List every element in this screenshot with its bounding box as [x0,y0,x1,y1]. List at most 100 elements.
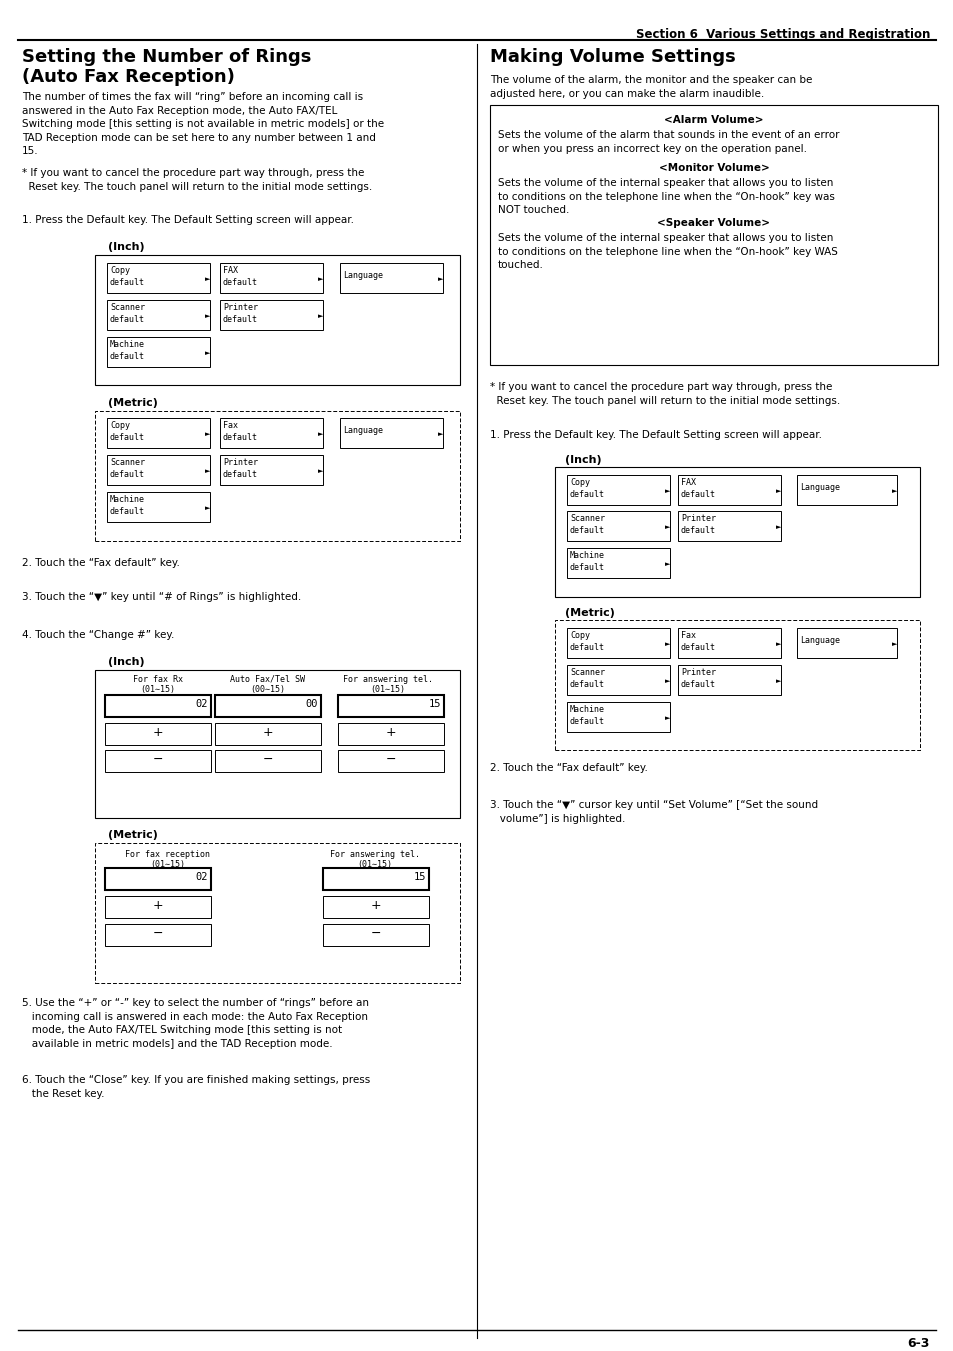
Text: 1. Press the Default key. The Default Setting screen will appear.: 1. Press the Default key. The Default Se… [22,215,354,226]
Text: −: − [262,753,273,766]
Bar [95,843,459,984]
Bar [566,628,669,658]
Bar [107,263,210,293]
Text: ►: ► [664,524,670,530]
Bar [220,300,323,330]
Text: Scanner
default: Scanner default [110,303,145,324]
Text: Copy
default: Copy default [569,631,604,651]
Text: ►: ► [664,678,670,684]
Bar [323,867,429,890]
Text: For answering tel.: For answering tel. [343,676,433,684]
Text: (Metric): (Metric) [108,399,157,408]
Text: (Inch): (Inch) [564,455,601,465]
Text: (Metric): (Metric) [564,608,615,617]
Text: Setting the Number of Rings: Setting the Number of Rings [22,49,311,66]
Text: (01∼15): (01∼15) [370,685,405,694]
Text: ►: ► [205,467,211,474]
Bar [105,867,211,890]
Text: 15: 15 [428,698,440,709]
Text: 4. Touch the “Change #” key.: 4. Touch the “Change #” key. [22,630,174,640]
Text: Machine
default: Machine default [110,340,145,361]
Text: 02: 02 [195,871,208,882]
Text: (01∼15): (01∼15) [357,861,392,869]
Text: ►: ► [205,505,211,511]
Bar [323,924,429,946]
Text: (00∼15): (00∼15) [251,685,285,694]
Text: Section 6  Various Settings and Registration: Section 6 Various Settings and Registrat… [635,28,929,41]
Text: ►: ► [317,276,323,282]
Bar [566,476,669,505]
Text: ►: ► [891,488,897,494]
Text: Sets the volume of the internal speaker that allows you to listen
to conditions : Sets the volume of the internal speaker … [497,232,837,270]
Text: ►: ► [664,640,670,647]
Bar [107,455,210,485]
Text: Sets the volume of the alarm that sounds in the event of an error
or when you pr: Sets the volume of the alarm that sounds… [497,130,839,154]
Text: Scanner
default: Scanner default [569,513,604,535]
Text: For fax Rx: For fax Rx [132,676,183,684]
Bar [339,417,442,449]
Text: Auto Fax/Tel SW: Auto Fax/Tel SW [231,676,305,684]
Bar [105,924,211,946]
Text: Fax
default: Fax default [223,422,257,442]
Text: 6-3: 6-3 [906,1337,929,1350]
Bar [107,492,210,521]
Text: Printer
default: Printer default [223,458,257,478]
Bar [337,723,443,744]
Text: Language: Language [343,272,382,280]
Bar [105,694,211,717]
Bar [220,455,323,485]
Bar [566,703,669,732]
Text: ►: ► [317,313,323,319]
Bar [105,896,211,917]
Text: Machine
default: Machine default [569,705,604,725]
Text: ►: ► [205,313,211,319]
Bar [107,417,210,449]
Text: 3. Touch the “▼” cursor key until “Set Volume” [“Set the sound
   volume”] is hi: 3. Touch the “▼” cursor key until “Set V… [490,800,818,824]
Text: +: + [385,725,395,739]
Bar [796,476,896,505]
Text: The number of times the fax will “ring” before an incoming call is
answered in t: The number of times the fax will “ring” … [22,92,384,157]
Text: ►: ► [664,488,670,494]
Bar [339,263,442,293]
Bar [337,750,443,771]
Text: Copy
default: Copy default [110,266,145,286]
Text: 2. Touch the “Fax default” key.: 2. Touch the “Fax default” key. [490,763,647,773]
Text: −: − [371,927,381,940]
Text: Printer
default: Printer default [680,667,716,689]
Text: 2. Touch the “Fax default” key.: 2. Touch the “Fax default” key. [22,558,180,567]
Bar [214,723,320,744]
Text: Scanner
default: Scanner default [569,667,604,689]
Bar [95,411,459,540]
Bar [214,694,320,717]
Bar [95,670,459,817]
Bar [566,511,669,540]
Text: ►: ► [205,350,211,357]
Text: (Inch): (Inch) [108,657,145,667]
Bar [107,300,210,330]
Bar [95,255,459,385]
Text: Language: Language [343,426,382,435]
Text: For fax reception: For fax reception [126,850,211,859]
Text: ►: ► [775,640,781,647]
Text: ►: ► [664,561,670,567]
Bar [220,263,323,293]
Text: −: − [152,753,163,766]
Text: ►: ► [891,640,897,647]
Text: +: + [152,725,163,739]
Text: ►: ► [205,431,211,436]
Bar [105,723,211,744]
Text: 3. Touch the “▼” key until “# of Rings” is highlighted.: 3. Touch the “▼” key until “# of Rings” … [22,592,301,603]
Text: +: + [371,898,381,912]
Text: 1. Press the Default key. The Default Setting screen will appear.: 1. Press the Default key. The Default Se… [490,430,821,440]
Text: The volume of the alarm, the monitor and the speaker can be
adjusted here, or yo: The volume of the alarm, the monitor and… [490,76,812,99]
Text: ►: ► [205,276,211,282]
Text: Sets the volume of the internal speaker that allows you to listen
to conditions : Sets the volume of the internal speaker … [497,178,834,215]
Text: ►: ► [437,431,443,436]
Text: Machine
default: Machine default [110,494,145,516]
Text: ►: ► [775,488,781,494]
Bar [490,105,937,365]
Text: ►: ► [437,276,443,282]
Bar [566,665,669,694]
Text: <Alarm Volume>: <Alarm Volume> [663,115,763,126]
Text: ►: ► [317,431,323,436]
